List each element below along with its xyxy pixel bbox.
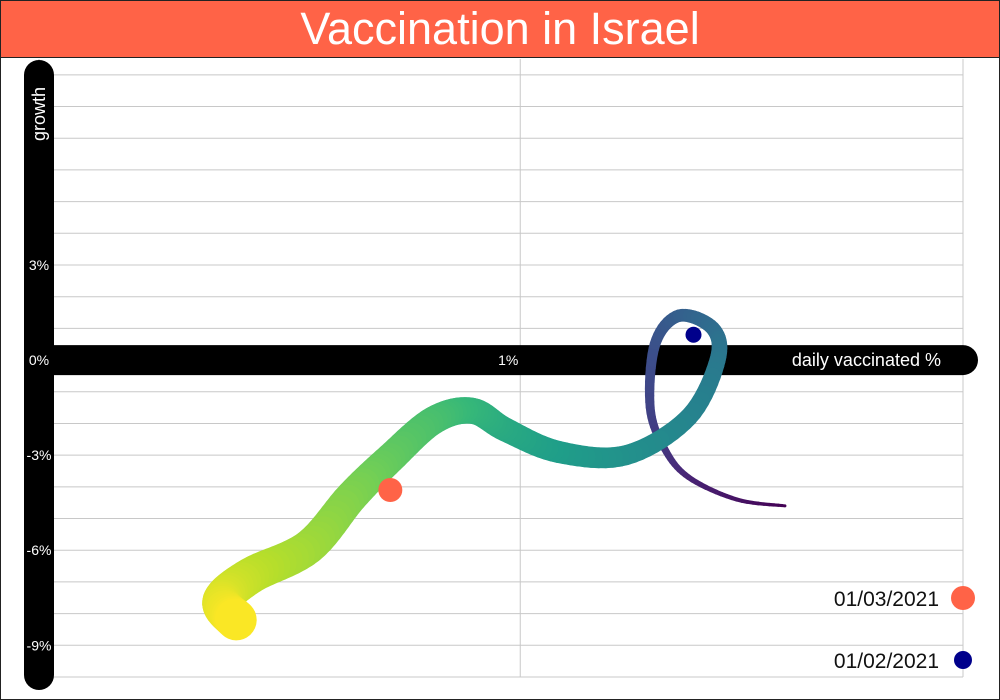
x-axis-label: daily vaccinated % [792,350,941,370]
legend-marker [951,586,975,610]
legend-label: 01/03/2021 [834,588,939,611]
date-markers [378,326,702,503]
date-marker [685,326,702,343]
y-tick-label: -9% [27,637,52,653]
axis-bars [24,60,978,690]
title-bar: Vaccination in Israel [1,1,999,58]
tick-labels: 3% 0% -3% -6% -9% 1% daily vaccinated % growth [27,87,941,653]
y-axis-label: growth [29,87,49,141]
trail-segment [214,598,257,641]
y-tick-label: 0% [29,352,49,368]
legend-label: 01/02/2021 [834,650,939,673]
x-tick-label: 1% [498,352,518,368]
y-tick-label: 3% [29,257,49,273]
y-tick-label: -3% [27,447,52,463]
legend-marker [954,651,972,669]
date-marker [378,478,403,503]
chart-title: Vaccination in Israel [300,3,700,54]
y-tick-label: -6% [27,542,52,558]
legend: 01/03/2021 01/02/2021 [834,586,975,673]
vaccination-trail [202,308,787,641]
